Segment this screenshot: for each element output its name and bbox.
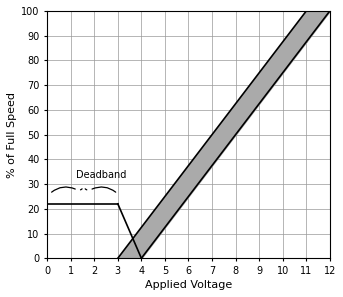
Y-axis label: % of Full Speed: % of Full Speed: [7, 91, 17, 178]
Text: Deadband: Deadband: [76, 170, 127, 180]
X-axis label: Applied Voltage: Applied Voltage: [145, 280, 232, 290]
